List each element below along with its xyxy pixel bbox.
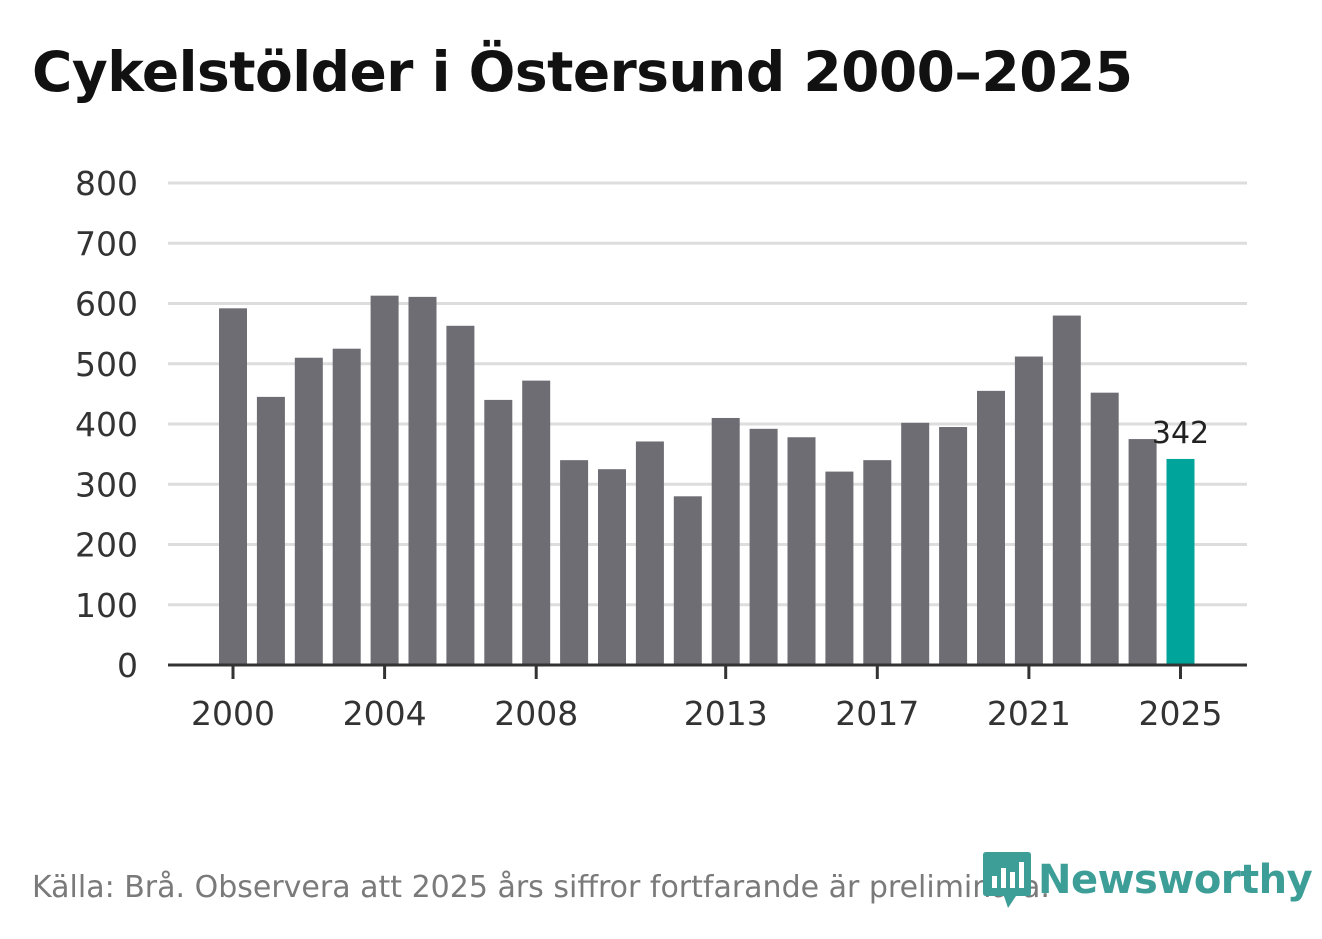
bar-2025 xyxy=(1166,458,1195,665)
bar-2019 xyxy=(939,427,968,665)
x-axis-ticks: 2000 2004 2008 2013 2017 2021 2025 xyxy=(191,665,1222,733)
bar-2023 xyxy=(1090,392,1119,665)
bar-2006 xyxy=(446,325,475,665)
bar-2020 xyxy=(977,390,1005,665)
bar-2009 xyxy=(560,460,589,665)
bar-2000 xyxy=(219,308,247,665)
x-tick-label: 2008 xyxy=(494,694,578,733)
x-tick-label: 2004 xyxy=(343,694,427,733)
source-note: Källa: Brå. Observera att 2025 års siffr… xyxy=(32,870,1050,905)
y-tick-label: 500 xyxy=(75,345,138,384)
bar-2004 xyxy=(370,295,399,665)
bar-2024 xyxy=(1128,439,1157,665)
chart-title: Cykelstölder i Östersund 2000–2025 xyxy=(32,40,1133,104)
x-tick-label: 2025 xyxy=(1139,694,1223,733)
bar-2005 xyxy=(408,296,437,665)
bar-2008 xyxy=(522,380,551,665)
x-tick-label: 2013 xyxy=(684,694,768,733)
bar-2011 xyxy=(635,441,664,665)
newsworthy-logo[interactable]: Newsworthy xyxy=(982,850,1313,910)
y-tick-label: 600 xyxy=(75,285,138,324)
data-labels: 342 xyxy=(1152,416,1209,451)
y-tick-label: 100 xyxy=(75,586,138,625)
bar-2022 xyxy=(1052,315,1081,665)
bar-2021 xyxy=(1014,356,1043,665)
y-tick-label: 400 xyxy=(75,405,138,444)
bar-2002 xyxy=(294,357,323,665)
bar-2013 xyxy=(711,417,740,665)
bar-2010 xyxy=(598,469,626,665)
y-tick-label: 0 xyxy=(117,646,138,685)
bar-2018 xyxy=(901,422,930,665)
newsworthy-logo-icon xyxy=(983,852,1031,908)
bar-2012 xyxy=(673,496,702,665)
bars xyxy=(219,295,1195,665)
bar-2003 xyxy=(332,348,361,665)
data-label-2025: 342 xyxy=(1152,416,1209,451)
bar-2017 xyxy=(863,460,892,665)
bar-2007 xyxy=(484,399,513,665)
bar-2014 xyxy=(749,428,778,665)
y-axis-ticks: 0 100 200 300 400 500 600 700 800 xyxy=(75,164,138,685)
brand-name: Newsworthy xyxy=(1038,857,1313,903)
bar-2001 xyxy=(256,396,285,665)
y-tick-label: 300 xyxy=(75,465,138,504)
gridlines xyxy=(168,181,1247,607)
x-tick-label: 2021 xyxy=(987,694,1071,733)
x-tick-label: 2017 xyxy=(835,694,919,733)
y-tick-label: 800 xyxy=(75,164,138,203)
x-tick-label: 2000 xyxy=(191,694,275,733)
bar-2015 xyxy=(787,437,816,665)
y-tick-label: 700 xyxy=(75,224,138,263)
y-tick-label: 200 xyxy=(75,526,138,565)
bar-2016 xyxy=(825,471,854,665)
